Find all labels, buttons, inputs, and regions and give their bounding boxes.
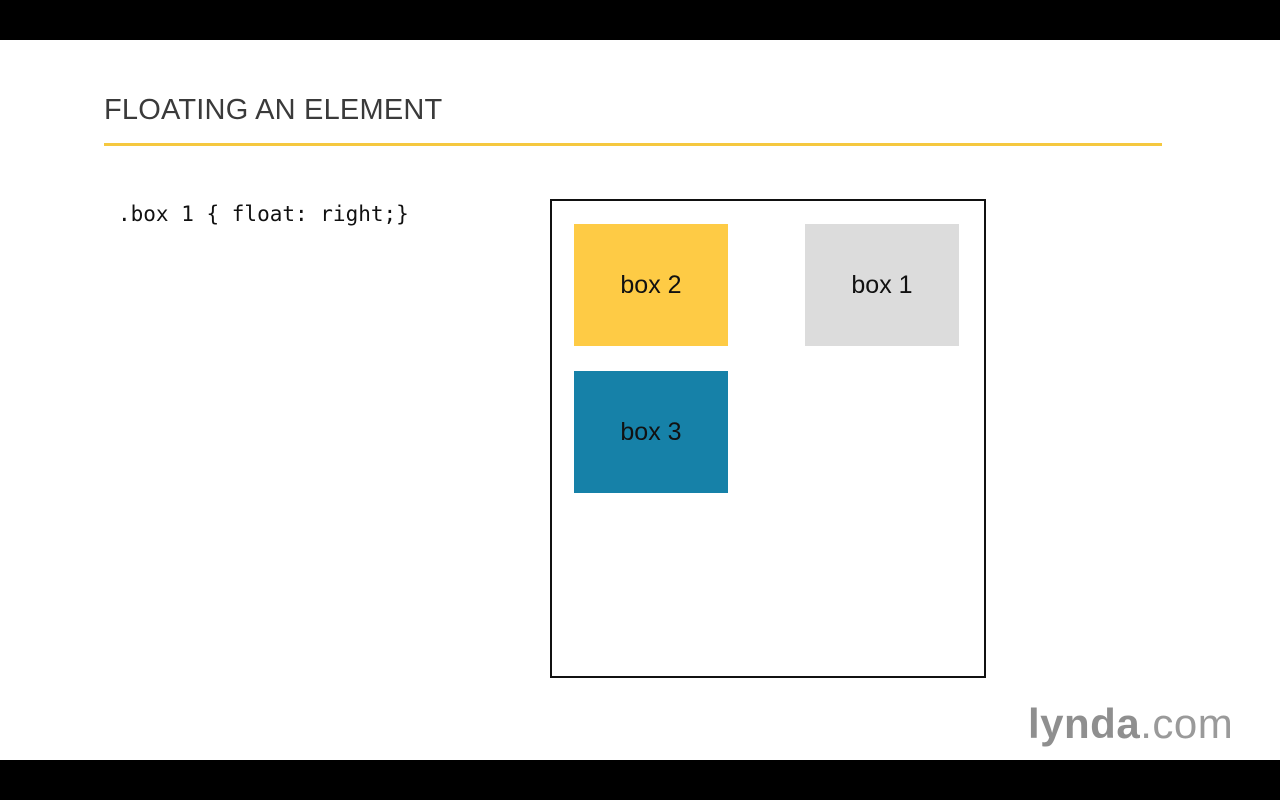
box-1-label: box 1 bbox=[851, 270, 913, 299]
css-code-snippet: .box 1 { float: right;} bbox=[118, 202, 409, 226]
box-1: box 1 bbox=[805, 224, 959, 346]
title-underline bbox=[104, 143, 1162, 146]
box-3: box 3 bbox=[574, 371, 728, 493]
letterbox-bottom bbox=[0, 760, 1280, 800]
box-2: box 2 bbox=[574, 224, 728, 346]
box-2-label: box 2 bbox=[620, 270, 682, 299]
lynda-logo: lynda.com bbox=[1028, 700, 1233, 748]
slide-title: FLOATING AN ELEMENT bbox=[104, 94, 443, 126]
float-demo-container: box 2 box 1 box 3 bbox=[550, 199, 986, 678]
slide: FLOATING AN ELEMENT .box 1 { float: righ… bbox=[0, 40, 1280, 760]
logo-brand: lynda bbox=[1028, 700, 1141, 747]
letterbox-top bbox=[0, 0, 1280, 40]
logo-suffix: .com bbox=[1140, 700, 1234, 747]
box-3-label: box 3 bbox=[620, 417, 682, 446]
